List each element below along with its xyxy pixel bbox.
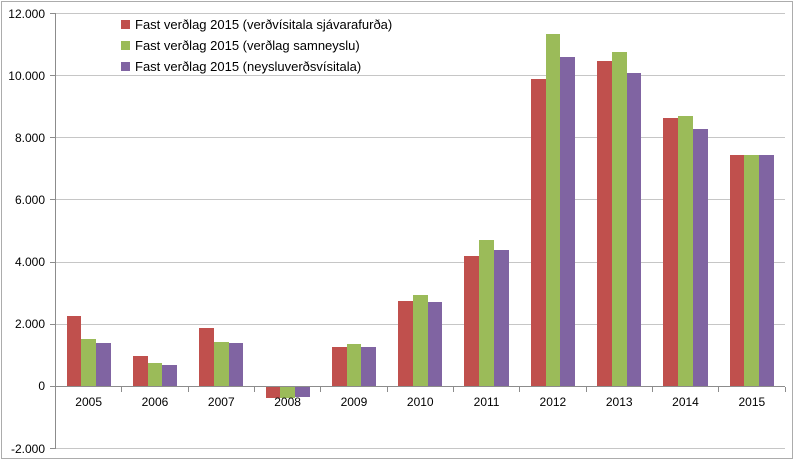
bar-s1-2014 [663,117,679,387]
x-tick-7 [519,386,521,392]
bar-s2-2007 [213,341,229,387]
bar-s3-2013 [626,73,642,387]
bar-s1-2010 [398,300,413,387]
x-axis-label-2011: 2011 [473,395,500,409]
bar-s3-2008 [294,386,310,398]
bar-s3-2011 [493,250,509,387]
legend-item: Fast verðlag 2015 (verðlag samneyslu) [121,35,360,56]
x-tick-0 [55,386,56,392]
legend-label: Fast verðlag 2015 (neysluverðsvísitala) [135,59,362,74]
bar-s2-2009 [346,344,362,387]
bar-s3-2009 [361,346,377,387]
y-tick-4000 [50,261,55,263]
x-tick-5 [386,386,388,392]
x-axis-label-2013: 2013 [605,395,633,409]
y-axis-label: 10.000 [8,68,45,83]
x-tick-9 [651,386,653,392]
bar-s1-2008 [265,386,281,399]
x-axis-label-2009: 2009 [340,395,368,409]
bar-s2-2015 [744,155,760,387]
bar-s3-2005 [96,342,111,387]
y-tick-10000 [50,75,55,77]
x-tick-10 [718,386,720,392]
bar-s3-2014 [692,128,708,387]
bar-s1-2011 [464,255,480,387]
bar-s1-2012 [530,78,546,387]
bar-s1-2006 [132,355,148,387]
x-axis-label-2006: 2006 [141,395,169,409]
y-axis-label: 0 [38,379,45,394]
bar-s2-2005 [81,339,97,387]
y-axis-label: 6.000 [14,192,45,207]
y-tick-12000 [50,13,55,14]
x-tick-8 [585,386,587,392]
x-tick-4 [320,386,322,392]
y-axis-label: 4.000 [14,255,45,270]
y-tick-8000 [50,137,55,139]
bar-s2-2012 [545,34,561,387]
legend-label: Fast verðlag 2015 (verðlag samneyslu) [135,38,360,53]
y-tick--2000 [50,448,55,449]
x-axis-line [55,385,785,387]
bar-s3-2015 [759,155,774,387]
y-tick-0 [50,385,55,387]
gridline-12000 [55,13,785,14]
bar-s1-2015 [729,155,745,387]
legend-marker-icon [121,20,130,29]
bar-s3-2012 [560,57,575,387]
x-tick-1 [121,386,123,392]
y-tick-6000 [50,199,55,201]
x-axis-label-2015: 2015 [738,395,766,409]
x-axis-label-2012: 2012 [539,395,567,409]
bar-s2-2008 [280,386,295,398]
legend-item: Fast verðlag 2015 (neysluverðsvísitala) [121,56,361,77]
bar-s2-2013 [611,52,627,387]
bar-s2-2010 [412,295,428,387]
x-tick-6 [452,386,454,392]
gridline-10000 [55,75,785,77]
gridline-8000 [55,137,785,139]
bar-s1-2013 [597,61,612,387]
y-axis-label: 2.000 [14,317,45,332]
bar-s1-2007 [199,327,214,387]
bar-s2-2014 [678,116,693,387]
gridline-6000 [55,199,785,201]
y-axis-label: 8.000 [14,130,45,145]
bar-s1-2005 [66,316,82,387]
x-axis-label-2014: 2014 [672,395,699,409]
x-axis-label-2007: 2007 [207,395,235,409]
bar-s3-2007 [228,343,244,387]
gridline-4000 [55,261,785,263]
x-tick-3 [253,386,255,392]
bar-s1-2009 [331,346,347,387]
x-axis-label-2005: 2005 [75,395,102,409]
gridline--2000 [55,448,785,449]
x-axis-label-2010: 2010 [406,395,434,409]
y-axis-line [55,13,56,449]
x-tick-11 [784,386,786,392]
y-axis-label: 12.000 [8,6,45,21]
y-tick-2000 [50,323,55,325]
chart-border [1,1,793,459]
legend-marker-icon [121,62,130,71]
bar-s2-2006 [147,362,163,387]
bar-s3-2006 [162,364,178,387]
legend-item: Fast verðlag 2015 (verðvísitala sjávaraf… [121,14,392,35]
legend-marker-icon [121,41,130,50]
legend-label: Fast verðlag 2015 (verðvísitala sjávaraf… [135,17,393,32]
y-axis-label: -2.000 [10,441,45,456]
x-axis-label-2008: 2008 [274,395,301,409]
bar-s2-2011 [479,239,494,387]
x-tick-2 [187,386,189,392]
bar-s3-2010 [427,302,443,387]
